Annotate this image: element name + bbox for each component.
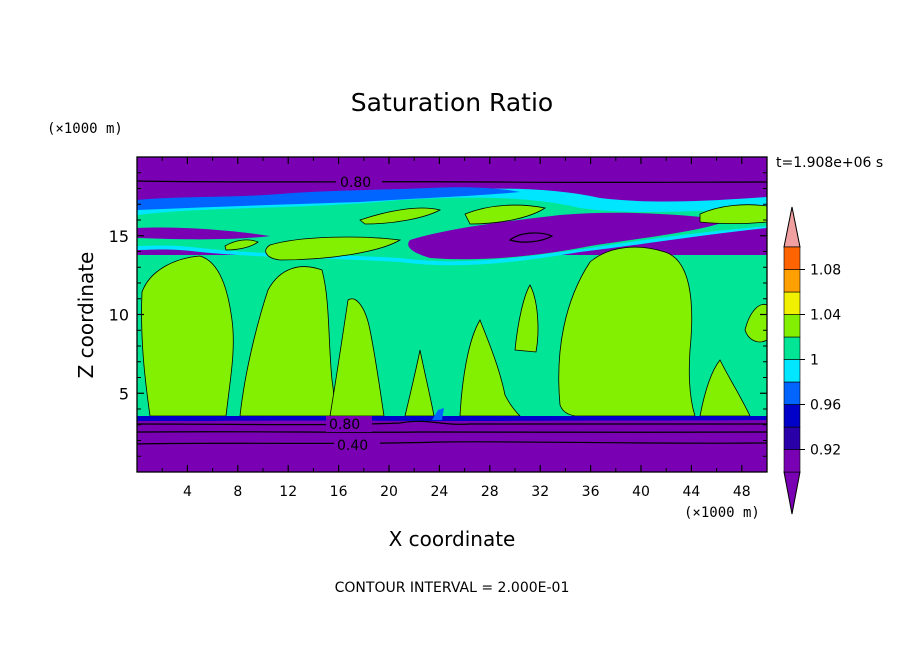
colorbar-box xyxy=(783,246,801,270)
contour-field: 0.80 0.80 0.40 xyxy=(137,157,767,472)
colorbar-box xyxy=(783,359,801,383)
colorbar-box xyxy=(783,314,801,338)
colorbar-over-arrow xyxy=(783,206,801,248)
contour-label: 0.80 xyxy=(340,175,371,191)
x-tick-label: 48 xyxy=(733,484,751,500)
colorbar-tick-label: 1.08 xyxy=(810,263,841,279)
x-tick-label: 20 xyxy=(380,484,398,500)
x-tick-label: 44 xyxy=(682,484,700,500)
colorbar-box xyxy=(783,336,801,360)
y-axis-label: Z coordinate xyxy=(74,252,98,379)
x-axis: 4 8 12 16 20 24 28 32 36 40 44 48 xyxy=(161,157,751,500)
chart-title: Saturation Ratio xyxy=(351,88,553,117)
colorbar-under-arrow xyxy=(783,471,801,515)
x-axis-label: X coordinate xyxy=(389,527,516,551)
x-tick-label: 32 xyxy=(531,484,549,500)
colorbar-box xyxy=(783,291,801,315)
time-label: t=1.908e+06 s xyxy=(776,155,883,171)
colorbar-tick-label: 1.04 xyxy=(810,308,841,324)
x-tick-label: 4 xyxy=(183,484,192,500)
colorbar-box xyxy=(783,381,801,405)
colorbar: 0.92 0.96 1 1.04 1.08 xyxy=(783,206,841,515)
y-tick-label: 10 xyxy=(109,306,129,325)
colorbar-box xyxy=(783,404,801,428)
x-tick-label: 12 xyxy=(279,484,297,500)
dry-intrusion-left xyxy=(137,227,270,240)
x-axis-units: (×1000 m) xyxy=(684,505,760,521)
colorbar-box xyxy=(783,269,801,293)
contour-interval-label: CONTOUR INTERVAL = 2.000E-01 xyxy=(335,580,570,596)
x-tick-label: 28 xyxy=(481,484,499,500)
contour-labels: 0.80 0.80 0.40 xyxy=(326,173,382,454)
y-tick-label: 15 xyxy=(109,227,129,246)
x-tick-label: 36 xyxy=(582,484,600,500)
contour-lines xyxy=(137,180,767,445)
y-tick-label: 5 xyxy=(119,384,129,403)
x-tick-label: 16 xyxy=(330,484,348,500)
x-tick-label: 40 xyxy=(632,484,650,500)
y-axis-units: (×1000 m) xyxy=(47,121,123,137)
contour-label: 0.40 xyxy=(337,438,368,454)
saturated-cells xyxy=(141,204,767,417)
lower-dry-layer xyxy=(137,418,767,472)
upper-blue-tongue xyxy=(137,187,520,210)
contour-label: 0.80 xyxy=(329,417,360,433)
dry-intrusion-center xyxy=(408,212,730,260)
colorbar-box xyxy=(783,426,801,450)
y-axis: 5 10 15 xyxy=(109,172,767,457)
x-tick-label: 8 xyxy=(233,484,242,500)
colorbar-tick-label: 0.92 xyxy=(810,443,841,459)
colorbar-box xyxy=(783,449,801,473)
boundary-blue-edge xyxy=(137,416,767,421)
colorbar-tick-label: 1 xyxy=(810,353,819,369)
plume-spike xyxy=(432,408,444,420)
colorbar-tick-label: 0.96 xyxy=(810,398,841,414)
x-tick-label: 24 xyxy=(430,484,448,500)
